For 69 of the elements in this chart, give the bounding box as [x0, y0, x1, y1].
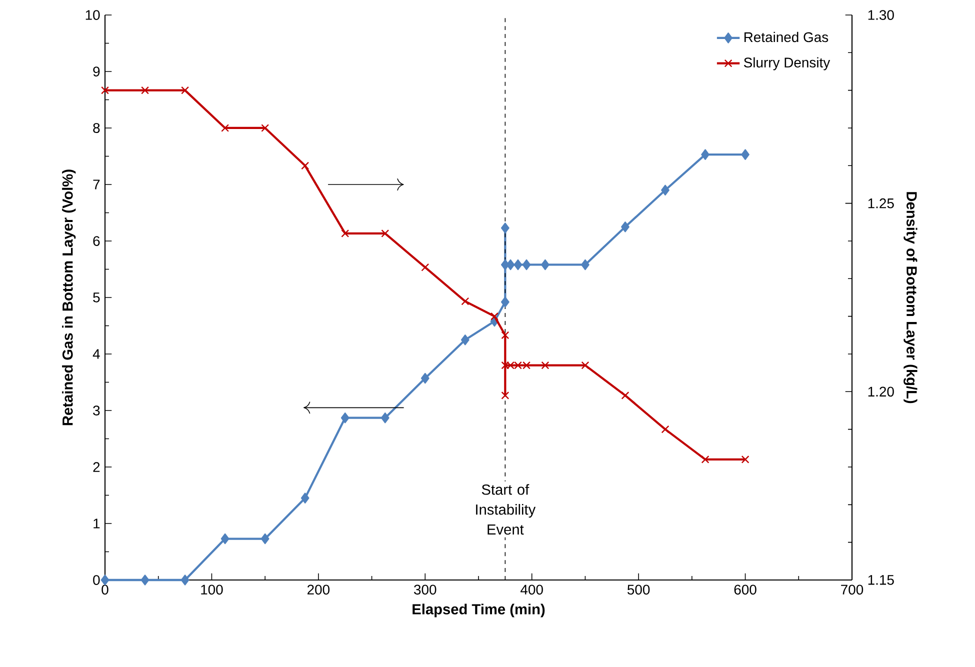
point — [701, 455, 710, 464]
point — [140, 574, 150, 586]
x-axis-title: Elapsed Time (min) — [412, 604, 545, 618]
point — [741, 149, 750, 160]
y2-tick-label: 1.30 — [868, 10, 894, 20]
point — [506, 259, 515, 270]
point — [301, 162, 310, 170]
legend-label: Retained Gas — [744, 32, 828, 42]
y-tick-label: 0 — [93, 575, 100, 585]
point — [500, 222, 510, 234]
x-tick-label: 300 — [414, 584, 436, 595]
x-tick-label: 600 — [734, 584, 756, 595]
y-tick-label: 6 — [93, 236, 100, 246]
y2-tick-label: 1.15 — [868, 575, 894, 585]
point — [461, 297, 470, 306]
y2-tick-label: 1.25 — [868, 198, 894, 208]
point — [621, 391, 630, 400]
point — [701, 149, 710, 160]
y-tick-label: 5 — [93, 292, 100, 302]
point — [522, 259, 531, 270]
x-tick-label: 100 — [201, 584, 223, 595]
point — [460, 334, 470, 346]
point — [741, 455, 750, 464]
point — [341, 229, 350, 238]
point — [501, 331, 510, 340]
point — [141, 86, 149, 94]
point — [380, 412, 390, 424]
y-tick-label: 10 — [86, 10, 100, 20]
x-tick-label: 200 — [308, 584, 330, 595]
point — [661, 425, 670, 434]
point — [261, 124, 270, 132]
ref-line-label: Start of Instability Event — [476, 484, 536, 535]
point — [381, 229, 390, 238]
y-axis-title: Retained Gas in Bottom Layer (Vol%) — [62, 170, 76, 426]
point — [581, 361, 590, 370]
y-tick-label: 3 — [93, 406, 100, 416]
y-tick-label: 7 — [93, 180, 100, 190]
point — [541, 361, 550, 370]
x-tick-label: 500 — [627, 584, 650, 595]
point — [221, 124, 230, 132]
point — [260, 533, 270, 544]
point — [500, 296, 510, 308]
point — [501, 391, 510, 400]
point — [181, 86, 190, 94]
point — [420, 372, 430, 384]
x-tick-label: 700 — [841, 584, 864, 595]
point — [661, 184, 670, 196]
x-tick-label: 0 — [102, 584, 108, 595]
point — [621, 221, 630, 232]
y-tick-label: 2 — [93, 462, 100, 472]
y2-axis-title: Density of Bottom Layer (kg/L) — [904, 192, 918, 404]
point — [220, 533, 230, 544]
point — [581, 259, 590, 270]
point — [340, 412, 350, 424]
y2-tick-label: 1.20 — [868, 386, 894, 397]
y-tick-label: 8 — [93, 123, 100, 133]
x-tick-label: 400 — [520, 584, 543, 595]
point — [421, 263, 430, 272]
point — [180, 574, 190, 586]
y-tick-label: 9 — [93, 66, 100, 76]
y-tick-label: 1 — [94, 518, 100, 528]
point — [490, 312, 498, 320]
y-tick-label: 4 — [92, 349, 100, 359]
point — [541, 259, 550, 270]
legend-label: Slurry Density — [744, 57, 830, 70]
point — [101, 86, 109, 94]
point — [514, 259, 522, 270]
point — [300, 492, 310, 504]
point — [100, 574, 110, 586]
